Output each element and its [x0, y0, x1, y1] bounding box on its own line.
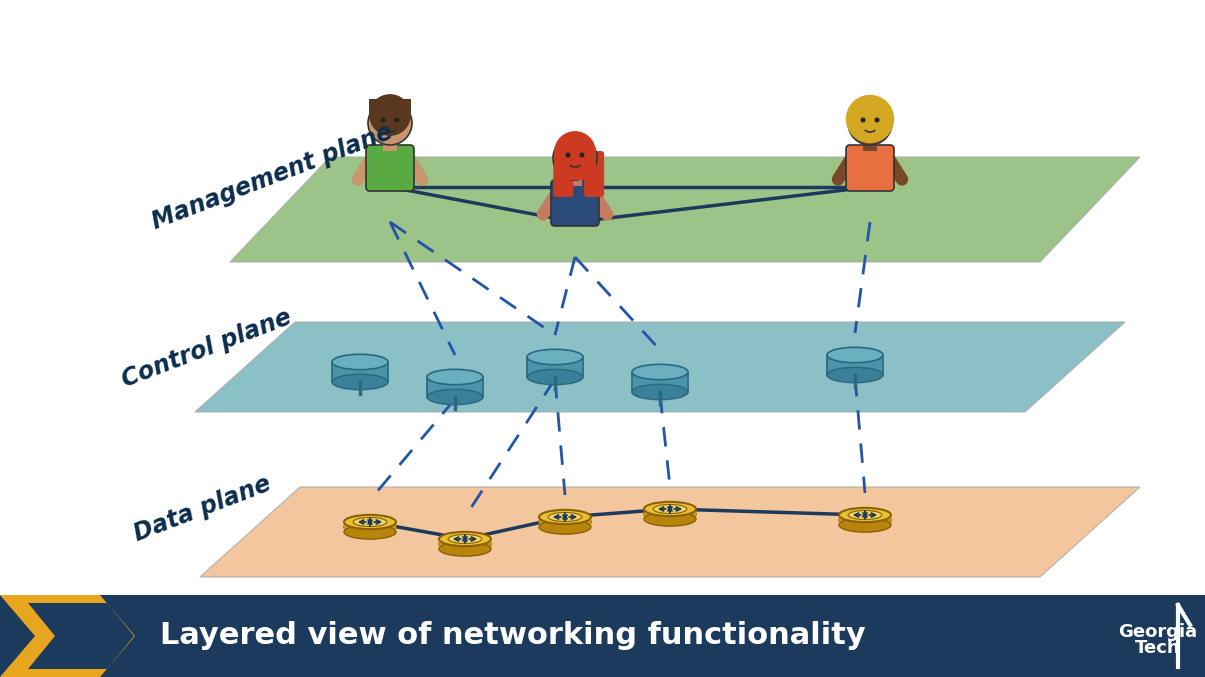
Bar: [863, 141, 877, 151]
Text: Georgia: Georgia: [1118, 623, 1198, 641]
FancyBboxPatch shape: [584, 151, 604, 197]
Ellipse shape: [653, 504, 687, 514]
Ellipse shape: [631, 364, 688, 380]
Circle shape: [554, 131, 596, 173]
Polygon shape: [28, 603, 110, 669]
Ellipse shape: [839, 513, 890, 527]
Circle shape: [860, 118, 865, 123]
Ellipse shape: [333, 354, 388, 370]
Bar: [643, 509, 696, 519]
Polygon shape: [52, 603, 134, 669]
Circle shape: [846, 95, 894, 144]
Bar: [333, 362, 388, 382]
Ellipse shape: [427, 389, 483, 405]
Text: Layered view of networking functionality: Layered view of networking functionality: [160, 621, 865, 651]
FancyBboxPatch shape: [366, 145, 415, 191]
Circle shape: [553, 136, 596, 180]
Bar: [568, 176, 582, 186]
Polygon shape: [200, 487, 1140, 577]
Ellipse shape: [839, 508, 890, 522]
Bar: [343, 522, 396, 532]
Ellipse shape: [333, 374, 388, 390]
Ellipse shape: [848, 510, 882, 519]
Text: Data plane: Data plane: [130, 472, 274, 546]
Bar: [383, 141, 396, 151]
Ellipse shape: [643, 507, 696, 521]
Bar: [0, 595, 1205, 677]
Ellipse shape: [643, 512, 696, 526]
Polygon shape: [230, 157, 1140, 262]
Ellipse shape: [827, 347, 883, 363]
Bar: [439, 539, 490, 549]
Bar: [427, 377, 483, 397]
Bar: [539, 517, 590, 527]
Circle shape: [565, 152, 570, 158]
Text: Management plane: Management plane: [148, 120, 395, 234]
Bar: [827, 355, 883, 375]
FancyBboxPatch shape: [369, 100, 411, 119]
Text: Tech: Tech: [1135, 639, 1181, 657]
Circle shape: [848, 101, 892, 145]
Text: Control plane: Control plane: [118, 305, 294, 393]
Ellipse shape: [539, 510, 590, 524]
Ellipse shape: [439, 542, 490, 556]
FancyBboxPatch shape: [554, 156, 596, 180]
Ellipse shape: [353, 517, 387, 527]
Circle shape: [381, 118, 386, 123]
Ellipse shape: [839, 518, 890, 532]
Circle shape: [369, 94, 411, 136]
Ellipse shape: [527, 349, 583, 365]
Ellipse shape: [343, 515, 396, 529]
Circle shape: [368, 101, 412, 145]
Circle shape: [394, 118, 400, 123]
Polygon shape: [195, 322, 1125, 412]
Bar: [839, 515, 890, 525]
Ellipse shape: [343, 525, 396, 539]
FancyBboxPatch shape: [846, 145, 894, 191]
Ellipse shape: [448, 534, 482, 544]
Ellipse shape: [539, 515, 590, 529]
Ellipse shape: [539, 520, 590, 534]
Ellipse shape: [631, 385, 688, 399]
Bar: [631, 372, 688, 392]
Polygon shape: [0, 595, 135, 677]
Ellipse shape: [439, 532, 490, 546]
Ellipse shape: [643, 502, 696, 516]
Ellipse shape: [427, 369, 483, 385]
Circle shape: [580, 152, 584, 158]
Bar: [527, 357, 583, 377]
Ellipse shape: [548, 512, 582, 521]
Ellipse shape: [439, 537, 490, 551]
Ellipse shape: [527, 369, 583, 385]
Ellipse shape: [827, 368, 883, 383]
FancyBboxPatch shape: [551, 180, 599, 226]
Ellipse shape: [343, 520, 396, 534]
Circle shape: [875, 118, 880, 123]
FancyBboxPatch shape: [553, 151, 574, 197]
